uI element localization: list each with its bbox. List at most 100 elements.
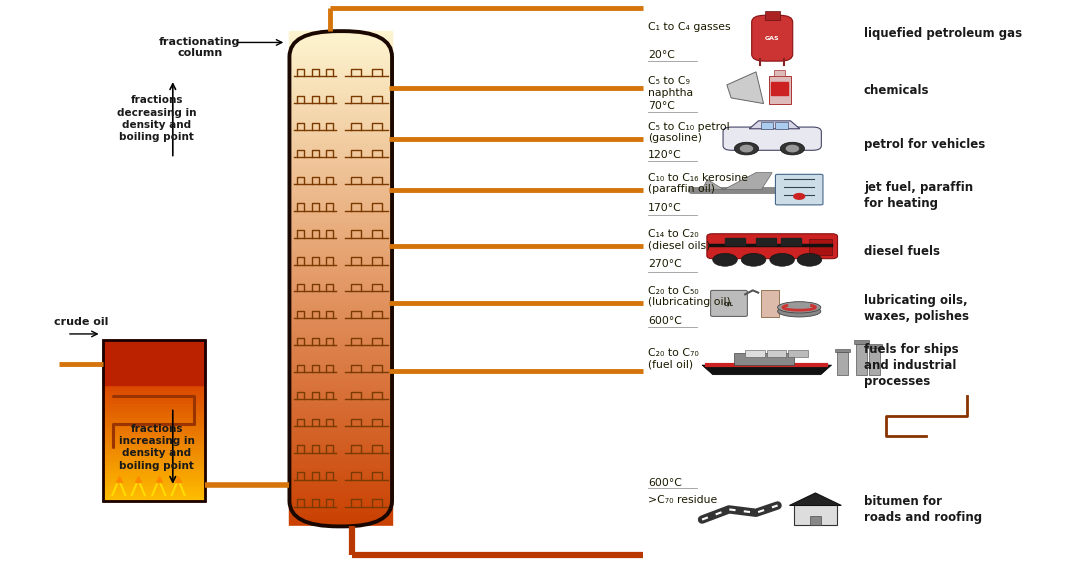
Bar [289,332,392,333]
Bar [289,80,392,82]
Bar [289,341,392,343]
Bar [289,477,392,478]
Text: fractionating
column: fractionating column [159,37,241,58]
Bar [103,398,205,401]
Bar [103,444,205,447]
Bar [289,501,392,503]
Bar [289,297,392,299]
Bar [289,180,392,181]
Bar [289,163,392,165]
Bar [289,507,392,508]
Bar [289,312,392,314]
Bar [775,122,787,129]
FancyBboxPatch shape [724,127,821,150]
Bar [289,226,392,228]
Bar [289,231,392,233]
Bar [289,333,392,335]
Bar [289,40,392,41]
Bar [289,244,392,246]
Bar [289,190,392,191]
Bar [289,456,392,457]
Bar [289,464,392,465]
Bar [289,350,392,351]
Bar [289,315,392,317]
Bar [289,160,392,161]
Circle shape [797,254,822,266]
Bar [289,222,392,224]
Text: petrol for vehicles: petrol for vehicles [864,138,985,151]
Bar [289,338,392,340]
Bar [103,404,205,407]
Bar [289,419,392,421]
Bar [289,280,392,282]
Bar [289,233,392,234]
Bar [289,125,392,127]
Bar [289,292,392,294]
Bar [103,428,205,431]
Bar [289,365,392,366]
Bar [289,416,392,417]
Bar [289,251,392,252]
Bar [289,265,392,267]
Bar [289,351,392,353]
Text: 270°C: 270°C [648,259,681,269]
Bar [289,335,392,337]
Bar [854,340,869,344]
Bar [289,239,392,241]
Text: fractions
increasing in
density and
boiling point: fractions increasing in density and boil… [119,423,194,471]
Bar [289,241,392,242]
Bar [289,487,392,488]
Bar [289,94,392,96]
Bar [289,123,392,125]
Bar [289,177,392,178]
Bar [289,228,392,229]
Bar [289,150,392,152]
Bar [289,216,392,218]
Bar [289,49,392,51]
Bar [765,11,780,20]
Bar [289,181,392,183]
Bar [289,115,392,117]
Bar [289,482,392,483]
Bar [289,427,392,429]
Bar [289,157,392,158]
Ellipse shape [778,302,821,313]
Bar [289,485,392,487]
Bar [289,252,392,254]
Bar [289,277,392,278]
Polygon shape [750,121,799,129]
Bar [734,353,794,365]
Bar [289,238,392,239]
Bar [289,401,392,402]
Bar [289,508,392,510]
Text: C₂₀ to C₅₀
(lubricating oil): C₂₀ to C₅₀ (lubricating oil) [648,286,731,307]
Bar [289,142,392,143]
Text: 70°C: 70°C [648,101,675,111]
Bar [289,321,392,323]
Bar [103,378,205,380]
Bar [289,525,392,526]
Bar [289,368,392,370]
Bar [289,472,392,474]
Bar [289,494,392,495]
Bar [289,418,392,419]
Bar [103,340,205,385]
Bar [289,61,392,62]
Bar [289,110,392,112]
Bar [835,349,850,352]
Bar [289,492,392,494]
Bar [837,352,848,375]
Bar [289,139,392,140]
Bar [289,469,392,470]
Bar [289,35,392,36]
Bar [289,402,392,404]
Bar [289,386,392,388]
Bar [810,516,821,525]
Bar [289,109,392,110]
Bar [289,165,392,166]
Bar [289,343,392,345]
Bar [289,395,392,396]
Bar [289,201,392,203]
Bar [103,420,205,423]
Bar [289,193,392,195]
